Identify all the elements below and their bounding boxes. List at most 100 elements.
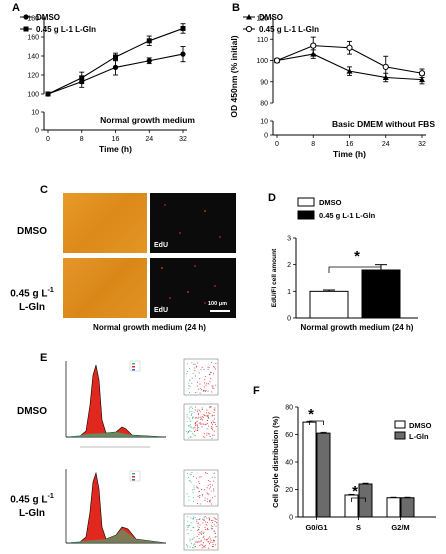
scatter3-dot-21 [213,480,215,482]
scatter4-dot-122 [207,537,209,539]
scatter4-dot-114 [203,546,205,548]
chartA-xtick-label-1: 8 [80,136,84,143]
scatter4-dot-106 [213,540,215,542]
scatter3-dot-37 [210,499,212,501]
chart-f-xtick-label-1: S [356,523,361,532]
scatter2-dot-57 [192,428,194,430]
scatter4-dot-113 [214,530,216,532]
scatter4-dot-117 [209,541,211,543]
scatter3-dot-50 [188,477,189,479]
scatter4-dot-13 [204,519,205,521]
scatter2-dot-13 [200,423,202,425]
scatter2-dot-6 [208,433,210,435]
scatter4-dot-82 [201,530,203,532]
scatter2-dot-105 [211,422,213,424]
scatter3-dot-34 [190,474,192,476]
e-row-label-gln: 0.45 g L-1 L-Gln [2,490,62,521]
chartB-xtick-label-2: 16 [346,141,354,148]
chart-d-legend-label-1: 0.45 g L-1 L-Gln [319,211,376,220]
scatter2-dot-106 [204,424,206,426]
scatter4-dot-72 [212,543,214,545]
scatter3-dot-31 [198,482,200,484]
scatter4-dot-15 [191,542,193,544]
scatter2-dot-8 [196,417,198,419]
scatter1-dot-18 [194,367,196,369]
scatter4-dot-44 [196,520,198,522]
scatter1-dot-31 [211,385,213,387]
scatter3-dot-3 [212,497,214,499]
scatter1-dot-1 [189,368,191,370]
scatter4-dot-125 [200,540,202,542]
scatter2-dot-110 [213,430,215,432]
scatter4-dot-49 [194,543,196,545]
chartA-ytick-label-3: 120 [27,73,39,80]
scatter2-dot-20 [193,434,195,436]
scatter4-dot-55 [194,546,196,548]
scatter3-dot-9 [208,493,210,495]
scatter2-dot-90 [186,431,188,433]
scatter2-dot-95 [204,436,206,438]
scatter1-dot-64 [193,363,195,365]
scatter1-dot-54 [210,377,212,379]
scatter4-dot-108 [204,526,206,528]
scatter2-dot-64 [195,406,196,408]
scatter4-dot-18 [215,522,217,524]
scatter3-dot-7 [201,494,203,495]
scatter1-dot-52 [201,366,203,368]
scatter2-dot-69 [201,418,202,420]
e-scatter-dmso-1 [183,358,219,396]
scatter4-dot-66 [206,539,208,541]
scatter2-dot-97 [207,412,209,414]
scatter3-dot-19 [207,480,209,481]
scatter1-dot-6 [203,369,205,371]
scatter2-dot-62 [188,408,190,410]
scatter4-dot-1 [189,538,191,540]
scatter2-dot-124 [207,423,209,424]
scatter4-dot-73 [203,535,205,537]
scatter4-dot-8 [201,518,203,520]
scatter2-dot-100 [215,423,217,425]
scatter4-dot-129 [186,546,188,548]
scatter1-dot-0 [205,389,207,391]
scatter2-dot-139 [197,413,199,415]
scatter1-dot-41 [198,372,200,374]
scatter2-dot-0 [189,435,191,437]
chartA-point-1-2 [113,54,118,60]
chartB-legend-marker-0 [246,14,252,20]
scatter4-dot-27 [207,529,209,531]
chart-f-bar-2-0 [386,497,401,518]
scatter1-dot-30 [199,392,201,394]
scatter4-dot-12 [215,536,217,537]
scatter1-dot-15 [204,382,205,384]
scatter3-dot-69 [191,472,193,473]
chart-f-legend-label-1: L-Gln [409,432,429,441]
scatter4-dot-111 [187,520,189,522]
scatter1-dot-55 [208,383,209,385]
scatter4-dot-84 [190,517,192,519]
scatter4-dot-87 [203,533,204,534]
chart-f-ytick-label-3: 60 [285,432,293,439]
scatter3-dot-41 [210,486,211,488]
scatter4-dot-6 [205,521,206,523]
scatter2-dot-26 [214,422,216,423]
scatter1-dot-46 [194,363,196,365]
chart-f-ylabel: Cell cycle distribution (%) [271,416,280,508]
c-brightfield-dmso [63,193,147,253]
scatter3-dot-27 [202,495,203,497]
scatter2-dot-72 [206,434,208,436]
scatter3-dot-67 [193,500,194,502]
scatter4-dot-30 [208,519,210,521]
scatter4-dot-138 [213,541,215,543]
chart-d-legend-swatch-0 [297,197,315,207]
chart-f-ytick-label-2: 40 [285,460,293,467]
scatter2-dot-134 [211,437,213,439]
scatter4-dot-34 [212,546,213,547]
chartA-xtick-label-0: 0 [46,136,50,143]
scatter3-dot-14 [205,472,207,474]
c-edu-gln: EdU 100 μm [150,258,236,318]
scatter4-dot-46 [187,545,189,547]
scatter2-dot-51 [195,424,197,426]
scatter2-dot-114 [188,417,190,419]
scatter2-dot-12 [189,426,191,428]
chartA-xtick-label-4: 32 [179,136,187,143]
